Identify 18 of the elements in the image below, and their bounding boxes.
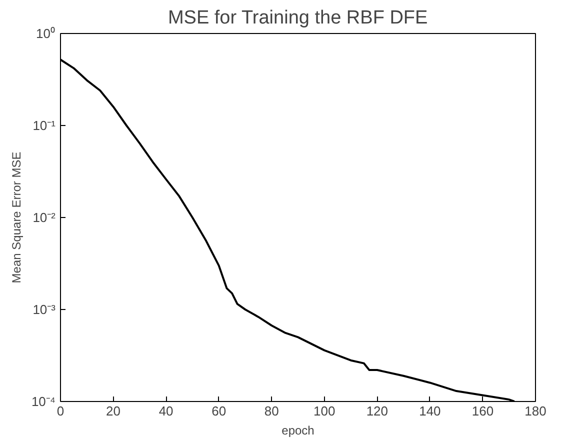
x-tick-label: 120 <box>366 404 388 418</box>
y-tick-label: 10⁻³ <box>32 302 56 317</box>
x-tick-label: 160 <box>472 404 494 418</box>
x-axis-title: epoch <box>282 424 314 438</box>
y-tick-label: 10⁻⁴ <box>31 394 56 409</box>
x-tick-label: 100 <box>314 404 336 418</box>
y-tick-label: 10⁻¹ <box>32 118 56 133</box>
y-axis-title: Mean Square Error MSE <box>9 152 24 284</box>
x-tick-label: 40 <box>158 404 174 418</box>
x-tick-label: 60 <box>212 404 226 418</box>
y-tick-label: 10⁻² <box>32 210 56 225</box>
chart-title: MSE for Training the RBF DFE <box>168 8 428 28</box>
x-tick-label: 140 <box>419 404 441 418</box>
y-tick-label: 10⁰ <box>36 26 56 41</box>
x-tick-label: 0 <box>56 404 64 418</box>
x-tick-label: 80 <box>264 404 279 418</box>
x-tick-label: 20 <box>106 404 121 418</box>
x-tick-label: 180 <box>524 404 546 418</box>
